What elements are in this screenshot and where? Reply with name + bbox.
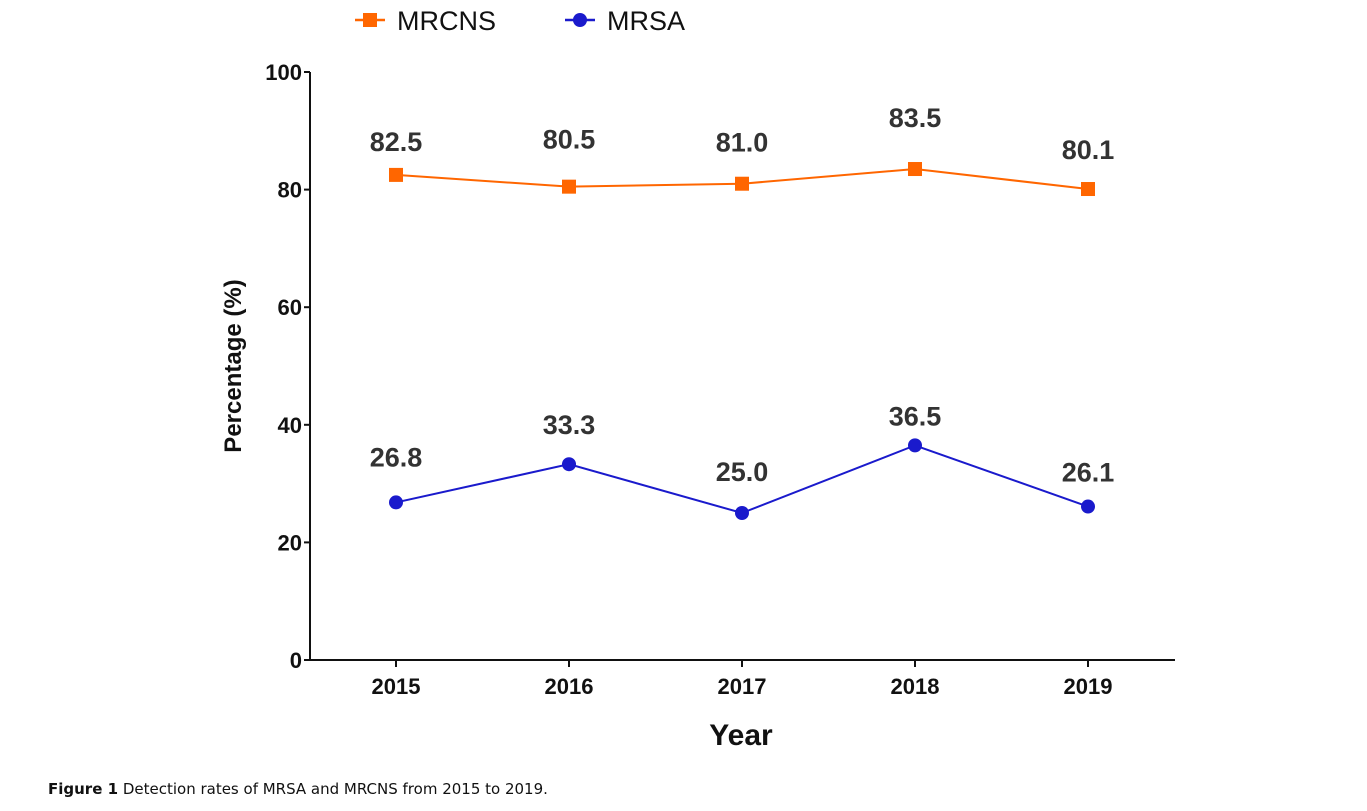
data-point-marker bbox=[389, 167, 403, 182]
series-mrcns: 82.5 80.5 81.0 83.5 80.1 bbox=[370, 103, 1115, 197]
data-label: 81.0 bbox=[716, 128, 769, 158]
data-label: 25.0 bbox=[716, 457, 769, 487]
line-chart: MRCNS MRSA 0 20 40 60 80 100 2015 2016 2017 2018 20… bbox=[220, 6, 1175, 752]
data-point-marker bbox=[389, 495, 403, 510]
y-tick-label: 60 bbox=[278, 295, 302, 320]
data-point-marker bbox=[735, 176, 749, 191]
legend-label: MRSA bbox=[607, 6, 685, 36]
legend-label: MRCNS bbox=[397, 6, 496, 36]
data-label: 36.5 bbox=[889, 401, 942, 431]
data-label: 83.5 bbox=[889, 103, 942, 133]
axes: 0 20 40 60 80 100 2015 2016 2017 2018 2019 bbox=[265, 60, 1175, 699]
x-tick-label: 2019 bbox=[1064, 674, 1113, 699]
data-label: 33.3 bbox=[543, 410, 596, 440]
y-tick-label: 0 bbox=[290, 648, 302, 673]
series-layer: 82.5 80.5 81.0 83.5 80.1 26.8 33.3 25.0 36.5 26.1 bbox=[370, 103, 1115, 520]
data-point-marker bbox=[1081, 499, 1095, 514]
figure-caption: Figure 1 Detection rates of MRSA and MRC… bbox=[48, 780, 548, 798]
x-tick-label: 2016 bbox=[545, 674, 594, 699]
y-tick-label: 80 bbox=[278, 178, 302, 203]
data-label: 80.1 bbox=[1062, 135, 1115, 165]
data-label: 82.5 bbox=[370, 127, 423, 157]
y-tick-label: 40 bbox=[278, 413, 302, 438]
data-point-marker bbox=[908, 438, 922, 453]
data-point-marker bbox=[735, 506, 749, 520]
data-label: 80.5 bbox=[543, 125, 596, 155]
data-point-marker bbox=[908, 162, 922, 177]
data-point-marker bbox=[562, 457, 576, 472]
legend-circle-marker-icon bbox=[573, 13, 587, 27]
x-tick-label: 2018 bbox=[891, 674, 940, 699]
y-tick-label: 100 bbox=[265, 60, 302, 85]
series-mrsa: 26.8 33.3 25.0 36.5 26.1 bbox=[370, 401, 1115, 520]
data-label: 26.8 bbox=[370, 442, 423, 472]
legend: MRCNS MRSA bbox=[355, 6, 685, 36]
x-tick-label: 2017 bbox=[718, 674, 767, 699]
y-tick-label: 20 bbox=[278, 530, 302, 555]
data-point-marker bbox=[1081, 182, 1095, 197]
data-point-marker bbox=[562, 179, 576, 194]
legend-square-marker-icon bbox=[363, 13, 377, 27]
caption-text: Detection rates of MRSA and MRCNS from 2… bbox=[122, 780, 548, 798]
legend-item-mrcns: MRCNS bbox=[355, 6, 496, 36]
data-label: 26.1 bbox=[1062, 458, 1115, 488]
caption-label: Figure 1 bbox=[48, 780, 119, 798]
x-tick-label: 2015 bbox=[372, 674, 421, 699]
y-axis-title: Percentage (%) bbox=[220, 279, 247, 452]
legend-item-mrsa: MRSA bbox=[565, 6, 685, 36]
x-axis-title: Year bbox=[709, 719, 773, 752]
